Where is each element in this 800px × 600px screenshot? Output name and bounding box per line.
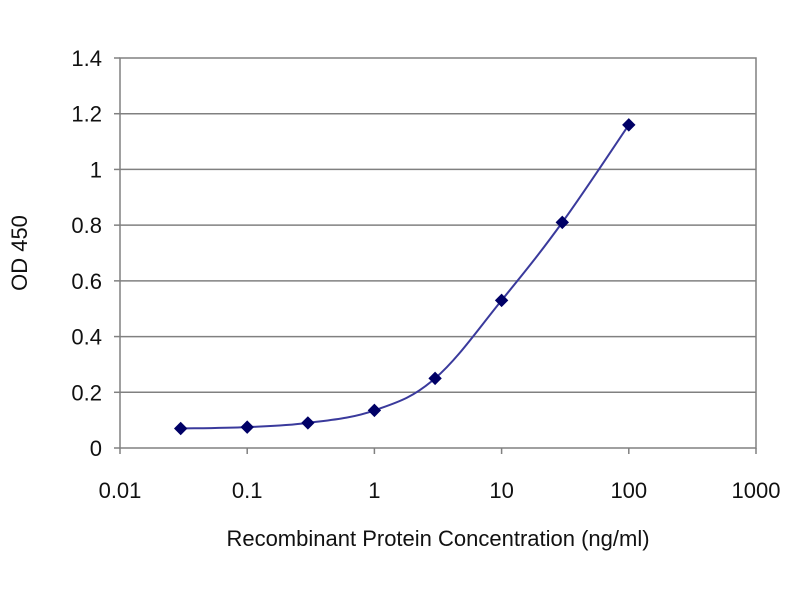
- y-tick-label: 1: [90, 157, 102, 182]
- data-point-marker: [428, 371, 442, 386]
- plot-frame: [119, 57, 757, 449]
- x-tick-label: 0.1: [232, 478, 263, 503]
- data-point-marker: [494, 293, 509, 308]
- y-tick-label: 0.4: [71, 325, 102, 350]
- x-tick-label: 1: [368, 478, 380, 503]
- series-line: [180, 124, 630, 430]
- grid-layer: [120, 112, 756, 394]
- y-tick-label: 0.8: [71, 213, 102, 238]
- data-point-marker: [240, 420, 254, 434]
- y-tick-label: 1.2: [71, 102, 102, 127]
- x-axis-title: Recombinant Protein Concentration (ng/ml…: [226, 526, 649, 551]
- data-point-marker: [622, 118, 636, 132]
- x-tick-label: 1000: [732, 478, 781, 503]
- y-tick-label: 0.2: [71, 380, 102, 405]
- y-tick-label: 1.4: [71, 46, 102, 71]
- series-layer: [173, 118, 636, 436]
- data-point-marker: [555, 215, 569, 230]
- tick-layer: 0 0.2 0.4 0.6 0.8 1 1.2 1.4 0.01 0.1 1 10 100 1000: [71, 46, 780, 503]
- x-tick-label: 100: [610, 478, 647, 503]
- x-tick-label: 0.01: [99, 478, 142, 503]
- x-tick-label: 10: [489, 478, 513, 503]
- y-tick-label: 0: [90, 436, 102, 461]
- y-axis-title: OD 450: [7, 215, 32, 291]
- y-tick-label: 0.6: [71, 269, 102, 294]
- data-point-marker: [173, 421, 188, 436]
- data-point-marker: [367, 403, 382, 418]
- data-point-marker: [301, 416, 315, 430]
